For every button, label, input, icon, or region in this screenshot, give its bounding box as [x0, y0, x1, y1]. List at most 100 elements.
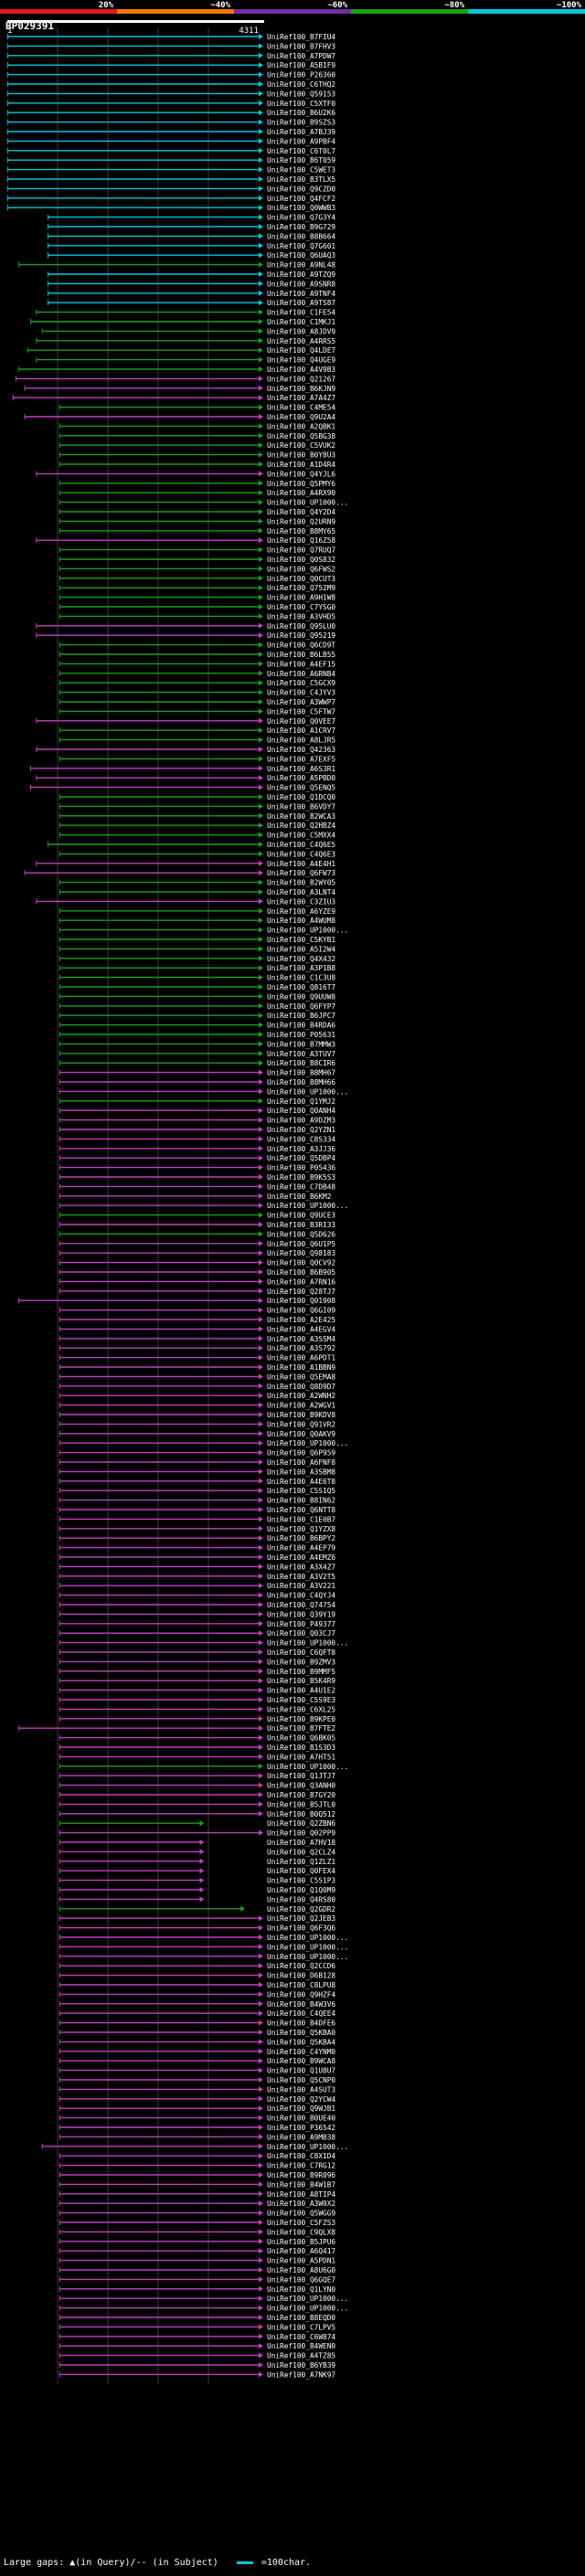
alignment-arrowhead — [259, 1668, 263, 1674]
alignment-arrowhead — [259, 1516, 263, 1522]
alignment-arrowhead — [259, 1488, 263, 1494]
hit-label: UniRef100_Q0FEX4 — [267, 1867, 335, 1875]
hit-label: UniRef100_Q01908 — [267, 1297, 335, 1305]
alignment-arrowhead — [259, 1041, 263, 1047]
hit-label: UniRef100_B8MY65 — [267, 527, 335, 535]
alignment-arrowhead — [259, 1449, 263, 1456]
scale-label: ~40% — [210, 1, 230, 10]
hit-label: UniRef100_A2QBK1 — [267, 422, 335, 430]
hit-label: UniRef100_C5XTF0 — [267, 100, 335, 108]
alignment-arrowhead — [259, 537, 263, 544]
alignment-arrowhead — [259, 527, 263, 534]
hit-label: UniRef100_Q6FW73 — [267, 869, 335, 877]
hit-label: UniRef100_B8B664 — [267, 232, 335, 240]
hit-label: UniRef100_B9KDV8 — [267, 1411, 335, 1419]
alignment-arrowhead — [259, 965, 263, 971]
hit-label: UniRef100_B8EQD0 — [267, 2314, 335, 2322]
alignment-arrowhead — [259, 1583, 263, 1589]
alignment-arrowhead — [259, 52, 263, 58]
hit-label: UniRef100_Q6UAQ3 — [267, 251, 335, 260]
hit-label: UniRef100_Q6FYP7 — [267, 1002, 335, 1011]
hit-label: UniRef100_A3LNT4 — [267, 888, 335, 896]
alignment-arrowhead — [259, 2210, 263, 2216]
alignment-arrowhead — [259, 585, 263, 591]
hit-label: UniRef100_A4RX90 — [267, 489, 335, 497]
alignment-arrowhead — [259, 1535, 263, 1542]
hit-label: UniRef100_Q2YCW4 — [267, 2095, 335, 2104]
alignment-arrowhead — [259, 252, 263, 259]
hit-label: UniRef100_Q2HBZ4 — [267, 822, 335, 830]
alignment-arrowhead — [259, 2248, 263, 2254]
alignment-arrowhead — [259, 1706, 263, 1712]
alignment-arrowhead — [259, 176, 263, 182]
alignment-arrowhead — [259, 1630, 263, 1637]
alignment-arrowhead — [259, 300, 263, 306]
alignment-arrowhead — [259, 71, 263, 78]
hit-label: UniRef100_C8S334 — [267, 1135, 335, 1143]
alignment-arrowhead — [259, 1012, 263, 1019]
hit-label: UniRef100_C6T0L7 — [267, 147, 335, 155]
hit-label: UniRef100_C4Q6E3 — [267, 850, 335, 858]
hit-label: UniRef100_B4RDA6 — [267, 1022, 335, 1030]
alignment-arrowhead — [259, 451, 263, 458]
hit-label: UniRef100_C5MXX4 — [267, 832, 335, 840]
alignment-arrowhead — [259, 1782, 263, 1788]
hit-label: UniRef100_B7FTE2 — [267, 1724, 335, 1733]
alignment-arrowhead — [259, 62, 263, 69]
alignment-arrowhead — [259, 1174, 263, 1180]
alignment-arrowhead — [259, 1440, 263, 1447]
hit-label: UniRef100_B5K4R9 — [267, 1677, 335, 1685]
alignment-arrowhead — [259, 1269, 263, 1275]
alignment-arrowhead — [259, 1915, 263, 1922]
hit-label: UniRef100_A3VHD5 — [267, 612, 335, 620]
alignment-arrowhead — [259, 1259, 263, 1266]
hit-label: UniRef100_C7DB48 — [267, 1182, 335, 1191]
alignment-arrowhead — [259, 2143, 263, 2149]
hit-label: UniRef100_B6KM2 — [267, 1193, 332, 1201]
alignment-arrowhead — [259, 1734, 263, 1741]
alignment-arrowhead — [259, 1602, 263, 1607]
hit-label: UniRef100_A5PBD0 — [267, 774, 335, 782]
hit-label: UniRef100_Q1YMJ2 — [267, 1097, 335, 1106]
alignment-arrowhead — [259, 2134, 263, 2140]
alignment-arrowhead — [259, 81, 263, 87]
hit-label: UniRef100_B6KJN9 — [267, 385, 335, 393]
alignment-arrowhead — [259, 946, 263, 952]
hit-label: UniRef100_Q5KBA4 — [267, 2038, 335, 2046]
alignment-arrowhead — [259, 1963, 263, 1969]
alignment-arrowhead — [259, 509, 263, 514]
hit-label: UniRef100_A9DZM3 — [267, 1117, 335, 1125]
hit-label: UniRef100_B8CIR6 — [267, 1059, 335, 1067]
alignment-arrowhead — [259, 1317, 263, 1322]
alignment-arrowhead — [259, 90, 263, 97]
hit-label: UniRef100_B8MH66 — [267, 1078, 335, 1087]
scale-legend-bar — [236, 2560, 253, 2564]
alignment-arrowhead — [259, 2333, 263, 2339]
alignment-arrowhead — [259, 1592, 263, 1598]
hit-label: UniRef100_C4YNM0 — [267, 2048, 335, 2056]
alignment-arrowhead — [259, 604, 263, 610]
hit-label: UniRef100_B2WY05 — [267, 879, 335, 887]
hit-label: UniRef100_A6PDT1 — [267, 1354, 335, 1362]
alignment-arrowhead — [259, 2267, 263, 2273]
hit-label: UniRef100_Q5DBP4 — [267, 1154, 335, 1162]
hit-label: UniRef100_A9MB38 — [267, 2133, 335, 2141]
hit-label: UniRef100_B0Y8U3 — [267, 451, 335, 460]
hit-label: UniRef100_C7LPV5 — [267, 2323, 335, 2331]
hit-label: UniRef100_P49377 — [267, 1620, 335, 1628]
alignment-arrowhead — [259, 756, 263, 762]
alignment-arrowhead — [259, 1678, 263, 1684]
alignment-arrowhead — [259, 1183, 263, 1190]
alignment-arrowhead — [259, 138, 263, 144]
hit-label: UniRef100_UP1000... — [267, 1953, 348, 1961]
alignment-arrowhead — [199, 1896, 205, 1903]
hit-label: UniRef100_Q9UCE3 — [267, 1212, 335, 1220]
alignment-arrowhead — [259, 1507, 263, 1512]
alignment-arrowhead — [259, 2095, 263, 2102]
hit-label: UniRef100_Q28TJ7 — [267, 1288, 335, 1296]
hit-label: UniRef100_A4V9B3 — [267, 366, 335, 374]
alignment-arrowhead — [259, 1744, 263, 1750]
alignment-arrowhead — [259, 974, 263, 981]
alignment-arrowhead — [259, 2030, 263, 2035]
